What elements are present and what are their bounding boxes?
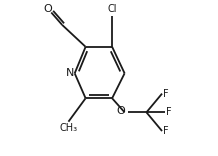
Text: F: F bbox=[163, 89, 169, 99]
Text: CH₃: CH₃ bbox=[59, 123, 78, 133]
Text: O: O bbox=[44, 4, 53, 14]
Text: F: F bbox=[166, 107, 172, 117]
Text: O: O bbox=[116, 106, 125, 116]
Text: N: N bbox=[66, 68, 74, 78]
Text: Cl: Cl bbox=[107, 4, 117, 14]
Text: F: F bbox=[163, 126, 169, 136]
